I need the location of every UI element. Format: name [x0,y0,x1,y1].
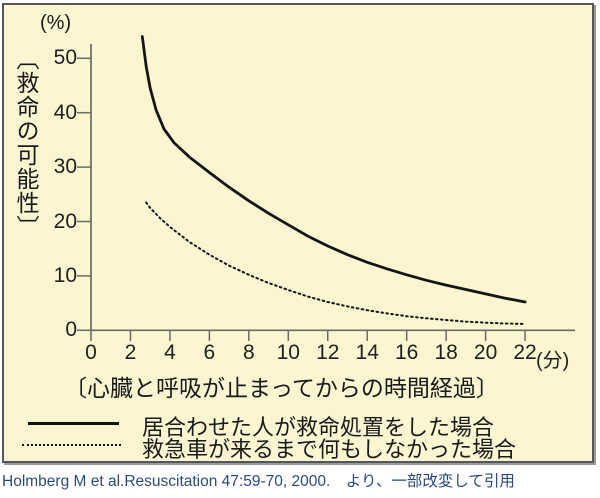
series-curve-solid [140,35,527,304]
x-tick-label: 0 [85,341,97,364]
legend-label-bystander-cpr: 居合わせた人が救命処置をした場合 [142,415,495,440]
legend-dotted-line-swatch [22,444,121,446]
y-unit-label: (%) [40,12,72,34]
x-tick-label: 8 [242,341,255,364]
x-tick-label: 6 [203,341,216,364]
y-axis-title: 〔救命の可能性〕 [13,47,39,239]
x-tick-label: 14 [355,341,379,364]
x-axis-title: 〔心臓と呼吸が止まってからの時間経過〕 [64,375,499,401]
chart-panel [2,3,594,463]
x-tick-label: 10 [276,341,300,364]
y-tick-label: 30 [53,155,77,179]
x-tick-label: 4 [164,341,176,364]
y-tick-label: 10 [53,263,77,287]
x-tick-label: 20 [473,341,498,364]
y-tick-label: 50 [53,46,77,70]
citation: Holmberg M et al.Resuscitation 47:59-70,… [2,473,515,490]
x-tick-label: 12 [316,341,340,364]
x-tick-label: 22 [513,341,537,364]
y-tick-label: 0 [65,318,77,342]
series-curve-dotted [145,201,527,325]
y-tick-label: 20 [53,209,77,233]
x-unit-label: (分) [536,350,570,372]
legend-solid-line-swatch [28,422,119,425]
x-tick-label: 18 [434,341,458,364]
y-tick-label: 40 [53,100,77,124]
x-tick-label: 2 [124,341,137,364]
x-tick-label: 16 [394,341,419,364]
legend-label-no-action: 救急車が来るまで何もしなかった場合 [142,437,517,462]
